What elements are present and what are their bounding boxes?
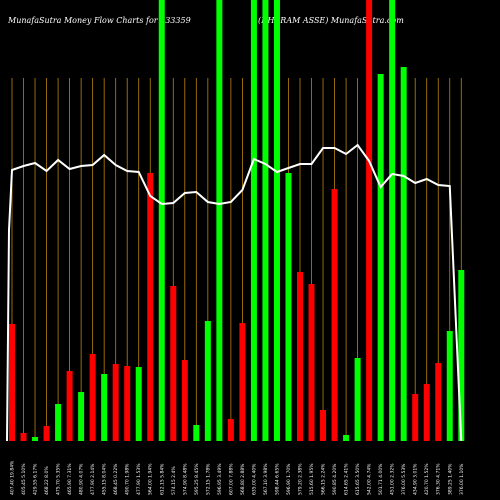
bar-38 [446,331,453,441]
bar-10 [124,366,131,441]
x-tick-label: 635.00 4.40% [251,463,257,495]
bar-32 [377,74,384,441]
bar-9 [112,364,119,441]
x-tick-label: 501.71 4.00% [378,463,384,495]
x-tick-label: 515.60 1.95% [309,463,315,495]
x-tick-label: 490.70 1.98% [125,463,131,495]
bar-29 [343,435,350,441]
bar-7 [89,354,96,441]
bar-25 [297,272,303,441]
bar-39 [458,270,465,441]
x-tick-label: 420.70 1.52% [424,463,430,495]
bar-33 [389,0,396,441]
bar-12 [147,173,154,441]
bar-19 [227,419,234,441]
money-flow-line [6,143,463,442]
x-tick-label: 572.15 1.78% [205,463,211,495]
x-tick-label: 568.80 2.88% [240,463,246,495]
x-tick-label: 480.90 4.07% [79,463,85,495]
bar-8 [101,374,108,441]
bar-6 [78,392,85,441]
x-tick-label: 596.95 3.49% [217,463,223,495]
bar-14 [170,286,177,441]
bar-0 [9,324,15,441]
x-tick-label: 465.90 7.31% [67,463,73,495]
x-tick-label: 590.85 4.20% [332,463,338,495]
x-tick-label: 477.90 1.53% [136,463,142,495]
bar-31 [366,0,373,441]
bar-17 [204,321,211,441]
bar-18 [216,0,223,441]
x-tick-label: 574.15 2.4% [171,466,177,495]
x-tick-label: 407.40 19.84% [10,460,16,495]
bar-28 [331,189,338,441]
bars [9,0,465,441]
chart-title: MunafaSutra Money Flow Charts for 533359 [8,16,191,25]
bar-24 [285,173,292,441]
bar-26 [308,284,315,441]
x-tick-label: 567.10 3.98% [263,463,269,495]
x-tick-label: 468.45 0.22% [113,463,119,495]
x-tick-label: 542.00 4.74% [367,463,373,495]
x-tick-label: 598.44 6.65% [274,463,280,495]
x-tick-labels: 407.40 19.84% 405.45 5.10% 429.55 6.17% 468… [10,460,465,495]
chart-subtitle: (DHARAM ASSE) MunafaSutra.com [258,16,404,25]
x-tick-label: 612.15 5.84% [159,463,165,495]
bar-34 [400,67,407,441]
x-tick-label: 615.65 3.50% [355,463,361,495]
x-tick-label: 376.30 4.71% [436,463,442,495]
x-tick-label: 376.00 1.10% [459,463,465,495]
x-tick-label: 574.90 8.48% [182,463,188,495]
bar-37 [435,363,442,441]
x-tick-label: 564.00 1.94% [148,463,154,495]
x-tick-label: 451.00 2.32% [390,463,396,495]
x-tick-label: 389.25 1.40% [447,463,453,495]
x-tick-label: 434.90 3.01% [413,463,419,495]
x-tick-label: 405.45 5.10% [21,463,27,495]
x-tick-label: 468.22 8.0% [44,466,50,495]
bar-16 [193,425,200,441]
x-tick-label: 455.15 8.04% [102,463,108,495]
bar-23 [273,0,280,441]
x-tick-label: 607.00 7.88% [228,463,234,495]
bar-22 [262,0,269,441]
x-tick-label: 579.20 2.38% [298,463,304,495]
x-tick-label: 475.70 5.35% [56,463,62,495]
bar-21 [250,0,257,441]
x-tick-label: 566.15 2.24% [321,463,327,495]
bar-1 [20,433,27,441]
bar-3 [43,426,50,441]
x-tick-label: 477.90 2.14% [90,463,96,495]
bar-4 [55,404,62,441]
bar-15 [181,360,188,441]
x-tick-label: 596.90 1.70% [286,463,292,495]
bar-13 [158,0,165,441]
bar-20 [239,323,246,441]
bar-11 [135,367,142,441]
bar-36 [423,384,430,441]
x-tick-label: 614.65 2.41% [344,463,350,495]
bar-27 [320,410,327,441]
bar-30 [354,358,361,441]
x-tick-label: 376.00 5.53% [401,463,407,495]
x-tick-label: 595.25 8.45% [194,463,200,495]
bar-5 [66,371,73,441]
bar-2 [32,437,39,441]
bar-35 [412,394,419,441]
x-tick-label: 429.55 6.17% [33,463,39,495]
